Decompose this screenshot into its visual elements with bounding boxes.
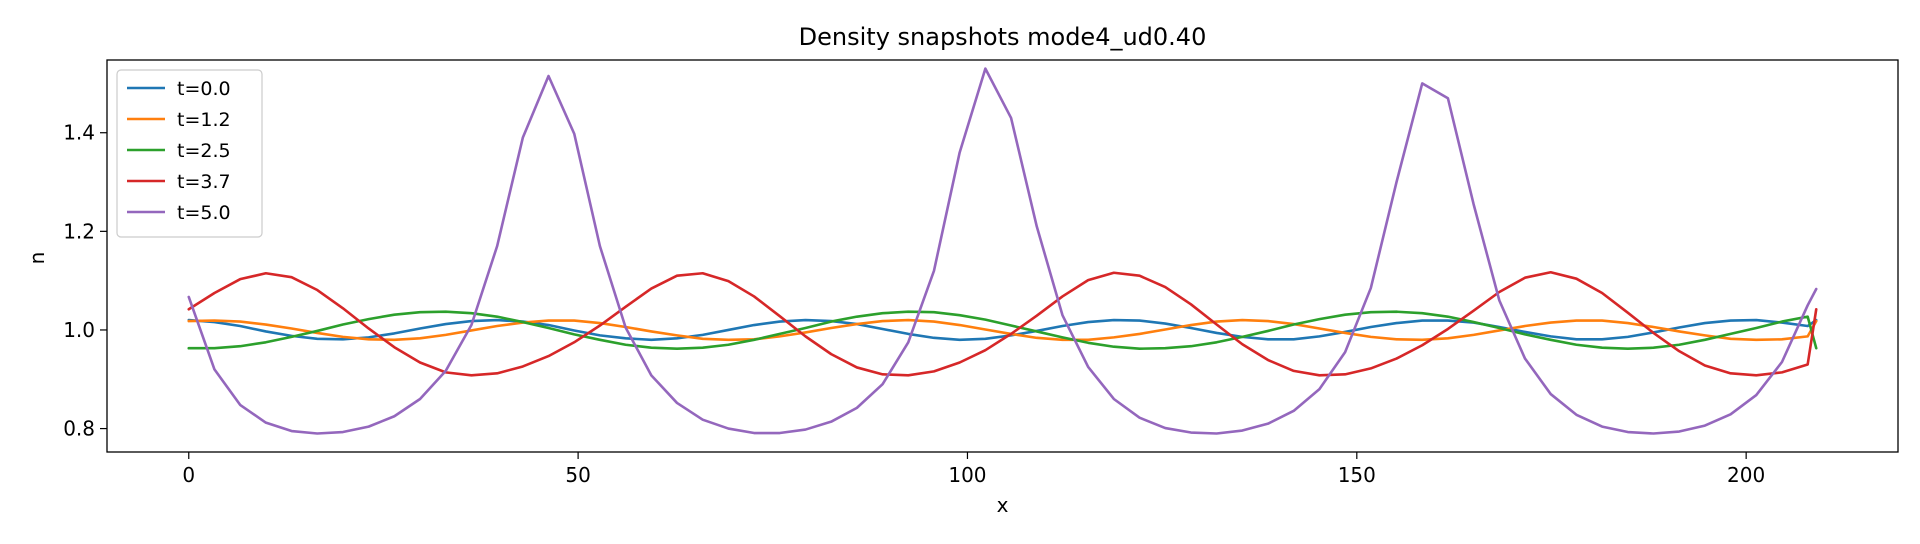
series-line-4 [187,67,1818,435]
legend-box [116,69,263,238]
legend-label: t=5.0 [177,202,231,224]
y-tick-label: 0.8 [63,417,95,441]
y-axis-title: n [25,252,49,265]
y-tick-label: 1.4 [63,121,95,145]
series-line-2 [187,310,1818,351]
x-tick-label: 0 [182,463,195,487]
legend-label: t=3.7 [177,171,231,193]
x-axis-title: x [997,493,1009,517]
plot-frame [106,59,1899,453]
x-tick-label: 50 [565,463,590,487]
y-tick-label: 1.2 [63,219,95,243]
x-tick-label: 100 [948,463,986,487]
y-tick-label: 1.0 [63,318,95,342]
legend-label: t=0.0 [177,78,231,100]
chart-title: Density snapshots mode4_ud0.40 [799,23,1207,51]
x-tick-label: 200 [1727,463,1765,487]
plot-area [187,67,1818,435]
legend-label: t=1.2 [177,109,231,131]
legend-label: t=2.5 [177,140,231,162]
series-line-3 [187,270,1818,377]
legend: t=0.0 t=1.2 t=2.5 t=3.7 t=5.0 [116,69,263,238]
x-tick-label: 150 [1338,463,1376,487]
